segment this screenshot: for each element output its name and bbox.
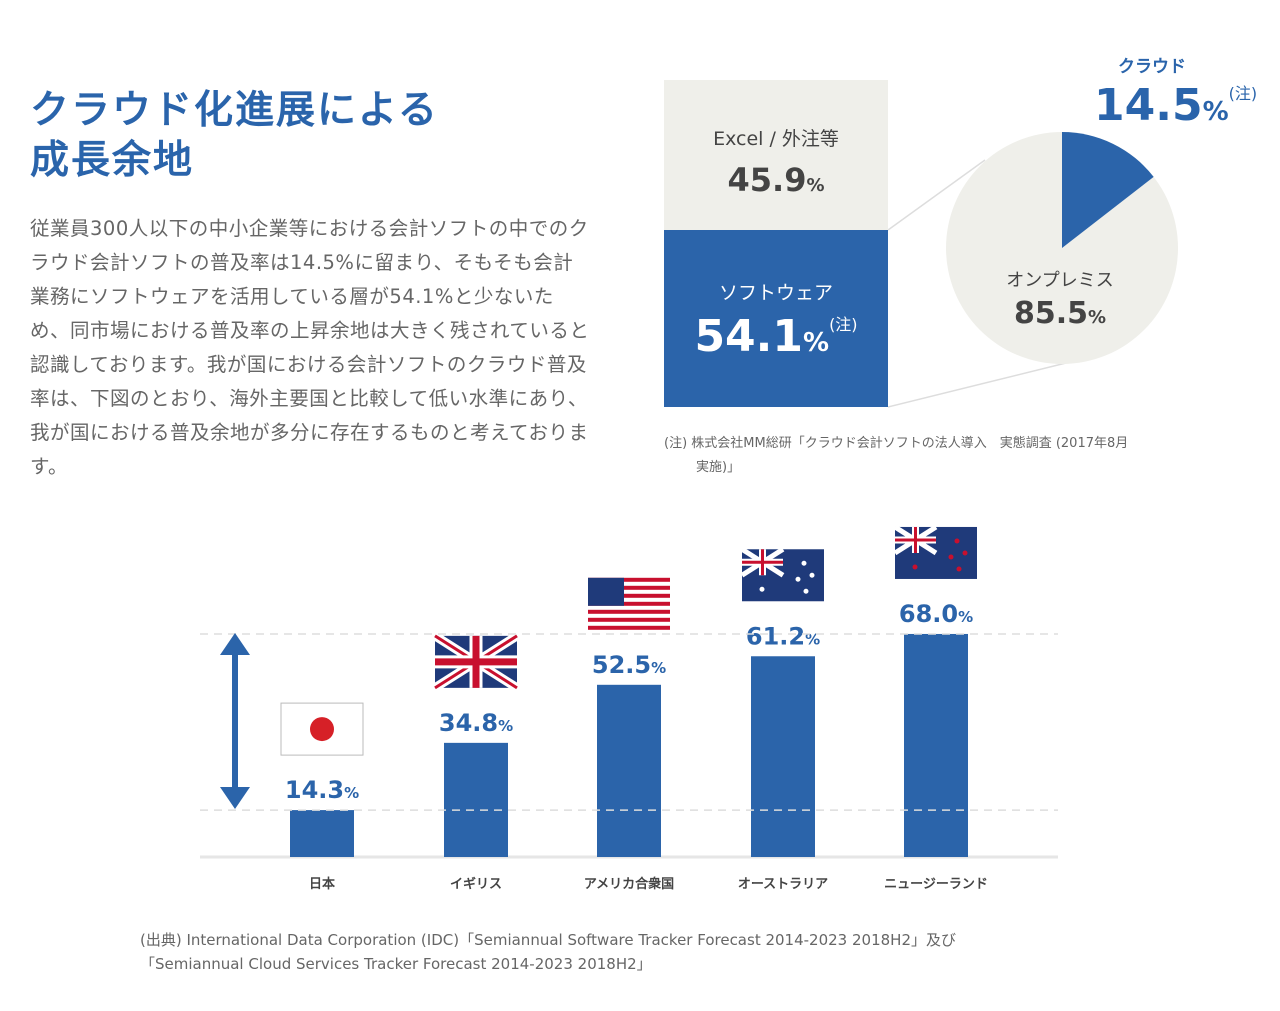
stack-segment-software: ソフトウェア 54.1%(注) — [664, 230, 888, 407]
japan-flag — [280, 702, 364, 756]
segment-value: 45.9% — [727, 161, 825, 199]
pie-label-cloud: クラウド — [1118, 57, 1186, 77]
category-label: イギリス — [450, 876, 502, 892]
bar-0 — [290, 810, 354, 857]
pie-slice-cloud — [1062, 132, 1154, 248]
bar-3 — [751, 656, 815, 857]
footnote-line: 実施)」 — [696, 460, 741, 475]
bar-2 — [597, 684, 661, 857]
bar-value-label: 52.5% — [592, 651, 666, 679]
bar-value-label: 68.0% — [899, 600, 973, 628]
australia-flag — [740, 547, 824, 602]
pie-value-cloud: 14.5%(注) — [1094, 80, 1258, 131]
category-label: 日本 — [309, 876, 335, 892]
category-label: ニュージーランド — [884, 877, 988, 892]
bar-1 — [444, 742, 508, 857]
footnote-line: (注) 株式会社MM総研「クラウド会計ソフトの法人導入 実態調査 (2017年8… — [664, 436, 1129, 451]
bar-4 — [904, 633, 968, 857]
onpremise-label: オンプレミス — [1006, 270, 1114, 291]
title-line-2: 成長余地 — [30, 138, 195, 183]
category-label: アメリカ合衆国 — [584, 876, 674, 892]
footnote: (注) 株式会社MM総研「クラウド会計ソフトの法人導入 実態調査 (2017年8… — [664, 432, 1234, 480]
page-title: クラウド化進展による 成長余地 — [30, 86, 439, 186]
description-paragraph: 従業員300人以下の中小企業等における会計ソフトの中でのクラウド会計ソフトの普及… — [30, 217, 590, 478]
segment-label: Excel / 外注等 — [713, 128, 839, 150]
source-line: (出典) International Data Corporation (IDC… — [140, 931, 956, 949]
source-line: 「Semiannual Cloud Services Tracker Forec… — [140, 955, 652, 973]
bar-value-label: 14.3% — [285, 776, 359, 804]
source-citation: (出典) International Data Corporation (IDC… — [140, 928, 956, 976]
stack-segment-excel: Excel / 外注等 45.9% — [664, 80, 888, 230]
segment-value: 54.1%(注) — [694, 311, 858, 362]
bar-value-label: 34.8% — [439, 709, 513, 737]
uk-flag — [432, 632, 520, 692]
segment-label: ソフトウェア — [718, 282, 833, 304]
us-flag — [588, 577, 670, 630]
category-label: オーストラリア — [738, 877, 828, 892]
bar-value-label: 61.2% — [746, 622, 820, 650]
new-zealand-flag — [893, 524, 977, 579]
title-line-1: クラウド化進展による — [30, 88, 439, 133]
pie-label-onpremise: オンプレミス 85.5% — [990, 266, 1130, 331]
onpremise-value: 85.5% — [1013, 296, 1107, 331]
